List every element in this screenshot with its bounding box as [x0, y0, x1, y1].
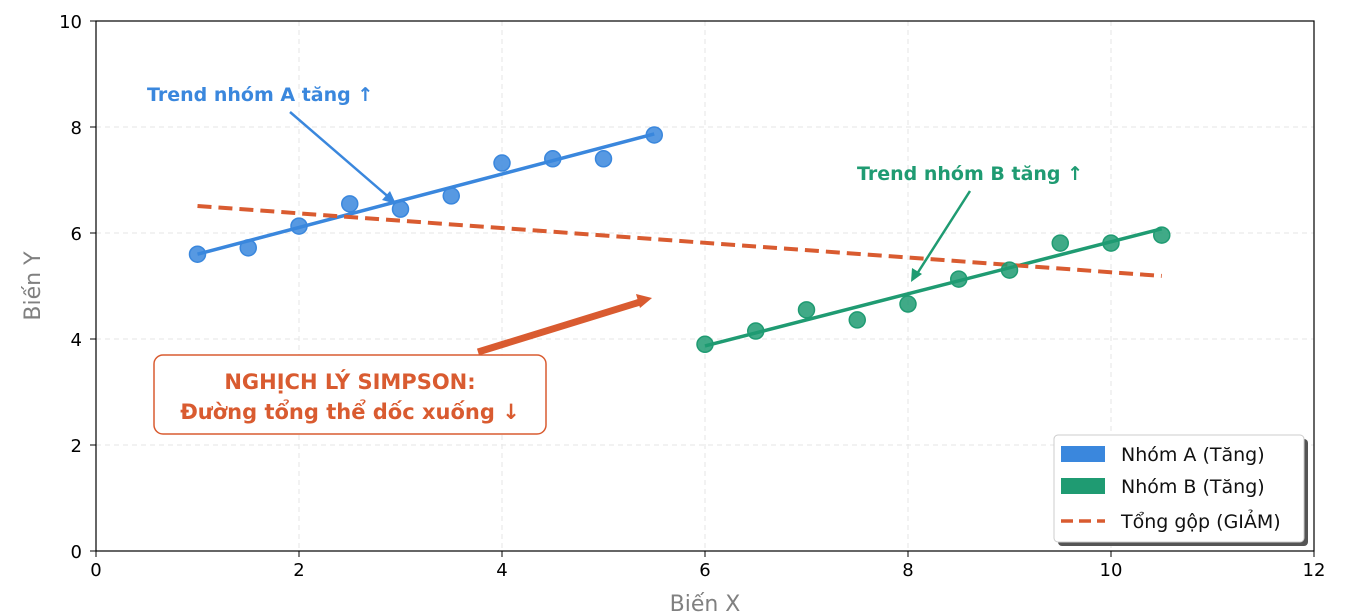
overall-trend-line [197, 203, 1162, 278]
point-a [188, 245, 207, 263]
simpson-line1: NGHỊCH LÝ SIMPSON: [224, 369, 475, 394]
point-b [1153, 226, 1171, 244]
point-b [848, 311, 866, 329]
annotation-a: Trend nhóm A tăng ↑ [147, 84, 373, 106]
x-axis-label: Biến X [670, 592, 741, 613]
legend-swatch-a [1061, 446, 1105, 462]
y-tick-label: 10 [59, 12, 82, 33]
x-tick-label: 6 [699, 560, 710, 581]
x-tick-label: 4 [496, 560, 507, 581]
point-a [290, 217, 308, 235]
point-a [645, 126, 663, 144]
annotation-a-arrow [289, 111, 393, 201]
trend-line-b [704, 227, 1163, 348]
point-a [341, 195, 359, 213]
point-b [1051, 234, 1069, 252]
point-a [442, 187, 460, 205]
x-tick-label: 2 [293, 560, 304, 581]
simpson-line2: Đường tổng thể dốc xuống ↓ [180, 399, 520, 424]
data-points [188, 126, 1171, 354]
legend-label-overall: Tổng gộp (GIẢM) [1120, 508, 1281, 533]
annotation-b-arrow [913, 190, 972, 278]
trend-lines [197, 132, 1163, 348]
simpson-arrow [476, 298, 642, 356]
point-b [797, 301, 816, 319]
y-tick-label: 0 [71, 542, 82, 563]
point-a [391, 200, 410, 218]
point-b [899, 295, 917, 313]
simpson-box [153, 354, 547, 435]
legend-label-b: Nhóm B (Tăng) [1121, 476, 1265, 498]
y-tick-label: 6 [71, 224, 82, 245]
annotation-b: Trend nhóm B tăng ↑ [857, 163, 1083, 185]
legend-label-a: Nhóm A (Tăng) [1121, 444, 1265, 466]
point-b [950, 270, 968, 288]
x-tick-label: 10 [1100, 560, 1123, 581]
point-b [1000, 261, 1019, 279]
y-tick-label: 4 [71, 330, 82, 351]
annotation-a-arrowhead [382, 191, 396, 204]
point-a [594, 150, 613, 168]
legend-swatch-b [1061, 478, 1105, 494]
simpson-arrowhead [636, 294, 652, 308]
point-b [747, 322, 765, 340]
trend-line-a [197, 132, 655, 256]
annotation-b-arrowhead [911, 268, 922, 282]
point-a [239, 239, 257, 257]
x-tick-label: 8 [902, 560, 913, 581]
point-a [544, 150, 562, 168]
point-a [493, 154, 511, 172]
y-tick-label: 8 [71, 118, 82, 139]
x-tick-label: 12 [1303, 560, 1326, 581]
x-tick-label: 0 [90, 560, 101, 581]
point-b [1102, 234, 1120, 252]
y-axis-label: Biến Y [21, 251, 46, 321]
axis-ticks: 0 2 4 6 8 10 12 0 2 4 6 8 10 [59, 12, 1325, 581]
point-b [696, 335, 714, 354]
y-tick-label: 2 [71, 436, 82, 457]
legend: Nhóm A (Tăng) Nhóm B (Tăng) Tổng gộp (GI… [1053, 434, 1308, 546]
